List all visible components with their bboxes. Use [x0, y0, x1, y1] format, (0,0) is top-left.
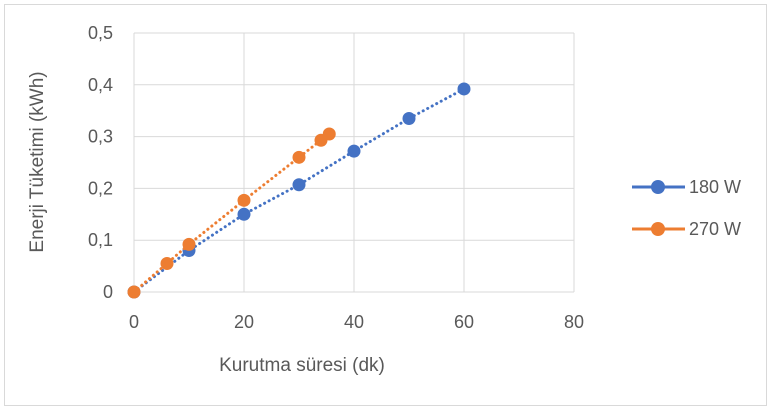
data-point — [237, 193, 251, 207]
y-tick-label: 0,2 — [88, 178, 113, 198]
data-point — [292, 178, 306, 192]
x-tick-label: 0 — [129, 312, 139, 332]
y-tick-label: 0,5 — [88, 23, 113, 43]
legend-item: 270 W — [632, 219, 741, 239]
data-point — [402, 111, 416, 125]
legend: 180 W 270 W — [632, 177, 741, 239]
data-point — [347, 144, 361, 158]
x-tick-label: 20 — [234, 312, 254, 332]
data-point — [457, 82, 471, 96]
legend-swatch-marker — [651, 180, 665, 194]
line-chart: 0 0,1 0,2 0,3 0,4 0,5 0 20 40 60 80 Enerji Tüketi… — [27, 23, 741, 376]
series-layer — [127, 82, 471, 299]
y-axis-title: Enerji Tüketimi (kWh) — [27, 71, 48, 252]
data-point — [292, 150, 306, 164]
data-point — [237, 207, 251, 221]
y-tick-label: 0,4 — [88, 75, 113, 95]
data-point — [160, 257, 174, 271]
gridlines — [133, 32, 575, 293]
y-tick-label: 0 — [103, 282, 113, 302]
y-axis-tick-labels: 0 0,1 0,2 0,3 0,4 0,5 — [88, 23, 113, 302]
series-2 — [127, 127, 336, 299]
legend-item: 180 W — [632, 177, 741, 197]
data-point — [322, 127, 336, 141]
x-axis-tick-labels: 0 20 40 60 80 — [129, 312, 584, 332]
legend-swatch-marker — [651, 222, 665, 236]
chart-area: 0 0,1 0,2 0,3 0,4 0,5 0 20 40 60 80 Enerji Tüketi… — [4, 4, 767, 406]
legend-label: 180 W — [689, 177, 741, 197]
x-tick-label: 80 — [564, 312, 584, 332]
data-point — [182, 237, 196, 251]
y-tick-label: 0,1 — [88, 230, 113, 250]
data-point — [127, 285, 141, 299]
series-1 — [127, 82, 471, 299]
legend-label: 270 W — [689, 219, 741, 239]
x-tick-label: 60 — [454, 312, 474, 332]
x-tick-label: 40 — [344, 312, 364, 332]
y-tick-label: 0,3 — [88, 127, 113, 147]
x-axis-title: Kurutma süresi (dk) — [219, 355, 385, 376]
